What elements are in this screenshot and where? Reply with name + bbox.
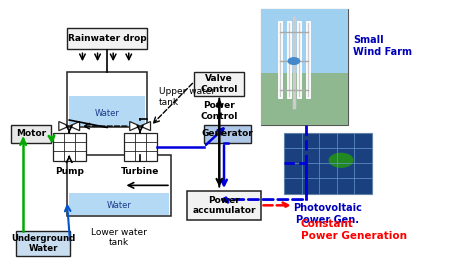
FancyBboxPatch shape — [204, 125, 251, 143]
Text: Water: Water — [106, 201, 131, 210]
FancyBboxPatch shape — [124, 133, 156, 161]
FancyBboxPatch shape — [67, 72, 147, 127]
Text: Power
Control: Power Control — [201, 101, 238, 121]
Text: Motor: Motor — [16, 129, 46, 138]
FancyBboxPatch shape — [261, 73, 348, 125]
Text: Turbine: Turbine — [121, 167, 159, 176]
FancyBboxPatch shape — [53, 133, 86, 161]
Circle shape — [288, 58, 300, 64]
Circle shape — [329, 153, 353, 167]
Text: Valve
Control: Valve Control — [201, 74, 238, 94]
Text: Constant
Power Generation: Constant Power Generation — [301, 219, 407, 241]
FancyBboxPatch shape — [261, 9, 348, 125]
FancyBboxPatch shape — [16, 231, 70, 256]
Text: Small
Wind Farm: Small Wind Farm — [353, 35, 412, 57]
Polygon shape — [140, 122, 151, 131]
Text: Rainwater drop: Rainwater drop — [68, 34, 146, 43]
FancyBboxPatch shape — [67, 155, 171, 216]
FancyBboxPatch shape — [284, 133, 372, 194]
Text: Lower water
tank: Lower water tank — [91, 228, 147, 247]
Text: Underground
Water: Underground Water — [11, 234, 75, 253]
Text: Water: Water — [95, 109, 119, 118]
Polygon shape — [130, 122, 140, 131]
Text: Photovoltaic
Power Gen.: Photovoltaic Power Gen. — [293, 203, 363, 225]
FancyBboxPatch shape — [11, 125, 51, 143]
Polygon shape — [69, 122, 80, 131]
FancyBboxPatch shape — [187, 191, 261, 220]
Text: Upper water
tank: Upper water tank — [159, 88, 215, 107]
FancyBboxPatch shape — [69, 96, 146, 126]
Polygon shape — [59, 122, 69, 131]
Text: Power
accumulator: Power accumulator — [192, 196, 256, 215]
Text: Pump: Pump — [55, 167, 83, 176]
Text: Generator: Generator — [201, 129, 254, 138]
FancyBboxPatch shape — [69, 193, 169, 215]
FancyBboxPatch shape — [194, 72, 244, 96]
FancyBboxPatch shape — [261, 9, 348, 73]
FancyBboxPatch shape — [67, 28, 147, 49]
